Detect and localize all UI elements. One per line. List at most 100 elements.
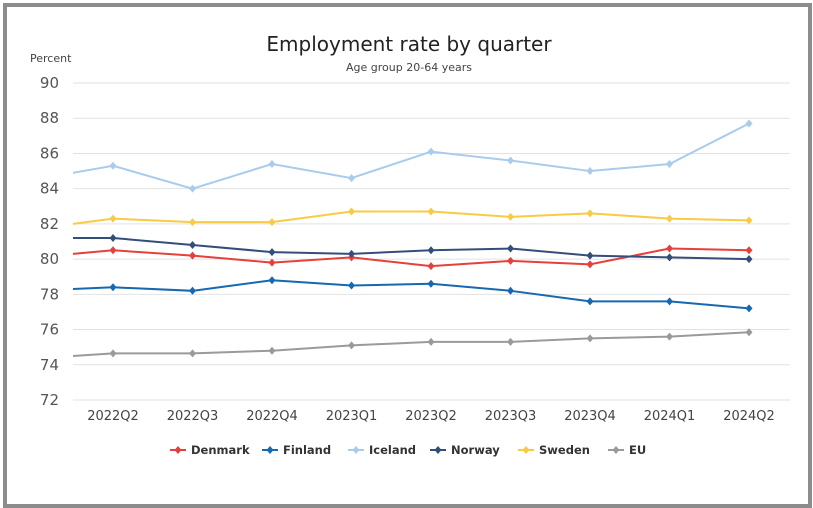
data-point-finland[interactable] (507, 286, 514, 295)
x-tick-label: 2022Q2 (87, 409, 139, 424)
legend-marker-icon (434, 446, 442, 454)
data-point-finland[interactable] (109, 283, 117, 292)
data-point-sweden[interactable] (109, 214, 117, 223)
data-point-eu[interactable] (427, 337, 435, 346)
chart-frame (3, 3, 812, 508)
data-point-norway[interactable] (189, 241, 196, 250)
series-line-sweden (72, 210, 750, 225)
data-point-denmark[interactable] (507, 256, 514, 265)
data-point-sweden[interactable] (507, 212, 514, 221)
data-point-norway[interactable] (586, 251, 594, 260)
data-point-norway[interactable] (745, 255, 753, 264)
data-point-denmark[interactable] (109, 246, 117, 255)
y-tick-label: 82 (40, 215, 59, 233)
data-point-eu[interactable] (586, 334, 594, 343)
data-point-finland[interactable] (586, 297, 594, 306)
legend-item-iceland[interactable]: Iceland (348, 443, 416, 457)
legend-marker-icon (612, 446, 620, 454)
legend-label: EU (629, 443, 646, 457)
legend-label: Finland (283, 443, 331, 457)
legend-label: Denmark (191, 443, 250, 457)
data-point-sweden[interactable] (586, 209, 594, 218)
data-point-denmark[interactable] (268, 258, 276, 267)
data-point-norway[interactable] (109, 233, 117, 242)
data-point-iceland[interactable] (666, 160, 673, 169)
data-point-finland[interactable] (666, 297, 673, 306)
legend-label: Sweden (539, 443, 590, 457)
data-point-eu[interactable] (666, 332, 673, 341)
legend-marker-icon (522, 446, 530, 454)
y-tick-label: 88 (40, 109, 59, 127)
chart-subtitle: Age group 20-64 years (346, 61, 472, 74)
x-tick-label: 2024Q1 (644, 409, 696, 424)
data-point-finland[interactable] (189, 286, 196, 295)
data-point-sweden[interactable] (189, 218, 196, 227)
data-point-sweden[interactable] (666, 214, 673, 223)
y-tick-label: 80 (40, 250, 59, 268)
data-point-denmark[interactable] (745, 246, 753, 255)
data-point-finland[interactable] (348, 281, 355, 290)
data-point-denmark[interactable] (189, 251, 196, 260)
data-point-iceland[interactable] (348, 174, 355, 183)
data-point-eu[interactable] (507, 337, 514, 346)
legend-item-norway[interactable]: Norway (430, 443, 500, 457)
data-point-norway[interactable] (268, 248, 276, 257)
y-tick-label: 74 (40, 356, 59, 374)
data-point-norway[interactable] (666, 253, 673, 262)
data-point-finland[interactable] (268, 276, 276, 285)
data-point-norway[interactable] (507, 244, 514, 253)
data-point-sweden[interactable] (348, 207, 355, 216)
data-point-eu[interactable] (189, 349, 196, 358)
x-tick-label: 2023Q3 (485, 409, 537, 424)
data-point-sweden[interactable] (427, 207, 435, 216)
series-line-norway (73, 236, 750, 261)
legend-item-denmark[interactable]: Denmark (170, 443, 250, 457)
data-point-finland[interactable] (745, 304, 753, 313)
data-point-iceland[interactable] (507, 156, 514, 165)
data-point-iceland[interactable] (268, 160, 276, 169)
y-tick-label: 72 (40, 391, 59, 409)
legend-item-eu[interactable]: EU (608, 443, 646, 457)
x-tick-label: 2022Q3 (167, 409, 219, 424)
x-tick-label: 2024Q2 (723, 409, 775, 424)
y-axis-label: Percent (30, 52, 72, 65)
legend-item-sweden[interactable]: Sweden (518, 443, 590, 457)
data-point-iceland[interactable] (109, 161, 117, 170)
data-point-sweden[interactable] (745, 216, 753, 225)
data-point-denmark[interactable] (427, 262, 435, 271)
data-point-eu[interactable] (268, 346, 276, 355)
data-point-iceland[interactable] (427, 147, 435, 156)
data-point-norway[interactable] (427, 246, 435, 255)
y-tick-label: 90 (40, 74, 59, 92)
data-point-finland[interactable] (427, 279, 435, 288)
legend-marker-icon (352, 446, 360, 454)
data-point-iceland[interactable] (745, 119, 753, 128)
data-point-denmark[interactable] (666, 244, 673, 253)
series-line-iceland (72, 122, 750, 190)
series-line-finland (72, 279, 750, 310)
x-tick-label: 2022Q4 (246, 409, 298, 424)
x-tick-label: 2023Q2 (405, 409, 457, 424)
legend-label: Iceland (369, 443, 416, 457)
data-point-denmark[interactable] (586, 260, 594, 269)
legend-marker-icon (174, 446, 182, 454)
data-point-iceland[interactable] (189, 184, 196, 193)
y-tick-label: 76 (40, 321, 59, 339)
legend-item-finland[interactable]: Finland (262, 443, 331, 457)
y-tick-label: 86 (40, 144, 59, 162)
series-line-eu (72, 331, 750, 357)
data-point-eu[interactable] (109, 349, 117, 358)
data-point-iceland[interactable] (586, 167, 594, 176)
chart-title: Employment rate by quarter (266, 32, 552, 56)
data-point-eu[interactable] (745, 328, 753, 337)
data-point-eu[interactable] (348, 341, 355, 350)
legend-label: Norway (451, 443, 500, 457)
x-tick-label: 2023Q1 (326, 409, 378, 424)
data-point-sweden[interactable] (268, 218, 276, 227)
data-point-norway[interactable] (348, 249, 355, 258)
y-tick-label: 78 (40, 285, 59, 303)
x-tick-label: 2023Q4 (564, 409, 616, 424)
legend-marker-icon (266, 446, 274, 454)
y-tick-label: 84 (40, 180, 59, 198)
